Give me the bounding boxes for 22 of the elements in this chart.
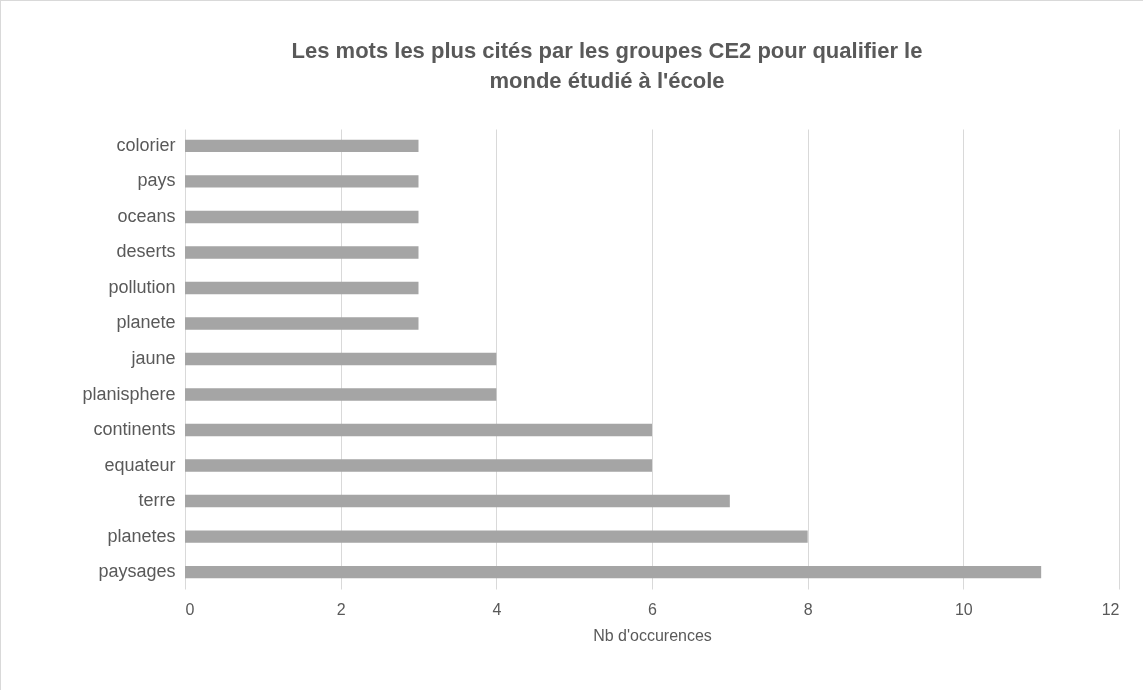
y-tick-label: colorier [116,134,176,155]
x-tick-label: 6 [648,600,658,618]
x-tick-label: 8 [803,600,813,618]
y-tick-label: planete [116,312,176,333]
x-tick-label: 4 [492,600,502,618]
x-tick-label: 2 [336,600,346,618]
y-tick-label: planetes [107,525,176,546]
y-tick-label: pays [137,170,176,191]
y-tick-label: equateur [104,454,176,475]
y-tick-label: pollution [108,276,176,297]
x-tick-label: 12 [1101,600,1120,618]
y-tick-label: deserts [116,241,176,262]
y-tick-label: paysages [98,561,176,582]
y-tick-label: continents [93,419,176,440]
chart-title: Les mots les plus cités par les groupes CE2 pour qualifier le monde étudié à l'école [291,38,923,93]
y-tick-label: jaune [130,348,176,368]
x-tick-label: 10 [954,600,973,618]
y-tick-label: planisphere [82,383,176,404]
y-tick-label: oceans [117,205,176,226]
x-tick-label: 0 [185,600,195,618]
y-tick-label: terre [138,490,176,511]
x-axis-title: Nb d'occurences [593,626,712,644]
